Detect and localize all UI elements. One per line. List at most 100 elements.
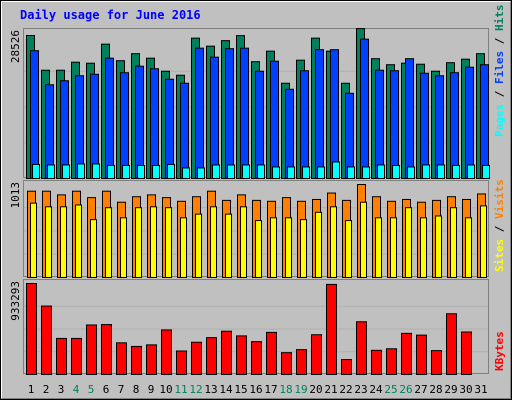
bar-pages-day-21 bbox=[332, 161, 340, 180]
bar-sites-day-31 bbox=[480, 205, 487, 278]
bar-sites-day-29 bbox=[450, 207, 457, 278]
bar-files-day-11 bbox=[180, 82, 189, 179]
bar-files-day-16 bbox=[255, 70, 264, 179]
x-tick-label-day-14: 14 bbox=[219, 383, 233, 396]
series-labels-2: Sites / Visits bbox=[493, 179, 506, 272]
bar-pages-day-27 bbox=[422, 164, 430, 180]
bar-files-day-3 bbox=[60, 80, 69, 179]
bar-files-day-25 bbox=[390, 70, 399, 179]
x-tick-label-day-7: 7 bbox=[118, 383, 125, 396]
bar-files-day-7 bbox=[120, 72, 129, 179]
label-files: Files bbox=[493, 51, 506, 84]
x-tick-label-day-19: 19 bbox=[294, 383, 307, 396]
x-tick-label-day-10: 10 bbox=[159, 383, 172, 396]
bar-pages-day-6 bbox=[107, 164, 115, 180]
bar-sites-day-7 bbox=[120, 217, 127, 278]
bar-files-day-10 bbox=[165, 78, 174, 179]
x-tick-label-day-9: 9 bbox=[148, 383, 155, 396]
bar-sites-day-30 bbox=[465, 217, 472, 278]
bar-kbytes-day-11 bbox=[176, 350, 187, 376]
bar-sites-day-19 bbox=[300, 219, 307, 278]
bar-files-day-23 bbox=[360, 38, 369, 179]
bar-sites-day-25 bbox=[390, 217, 397, 278]
bar-files-day-6 bbox=[105, 57, 114, 179]
bar-files-day-21 bbox=[330, 49, 339, 179]
bar-files-day-22 bbox=[345, 92, 354, 179]
bar-files-day-18 bbox=[285, 88, 294, 179]
bar-sites-day-13 bbox=[210, 206, 217, 279]
label-separator: / bbox=[493, 219, 506, 239]
bar-kbytes-day-30 bbox=[461, 331, 472, 375]
x-tick-label-day-18: 18 bbox=[279, 383, 292, 396]
bar-pages-day-23 bbox=[362, 166, 370, 180]
bar-files-day-9 bbox=[150, 68, 159, 179]
x-tick-label-day-11: 11 bbox=[174, 383, 187, 396]
bar-sites-day-20 bbox=[315, 211, 322, 278]
bar-pages-day-19 bbox=[302, 166, 310, 180]
x-tick-label-day-8: 8 bbox=[133, 383, 140, 396]
bar-sites-day-9 bbox=[150, 206, 157, 279]
bar-pages-day-14 bbox=[227, 164, 235, 180]
x-tick-label-day-1: 1 bbox=[28, 383, 35, 396]
bar-kbytes-day-25 bbox=[386, 348, 397, 375]
bar-pages-day-13 bbox=[212, 164, 220, 180]
x-tick-label-day-12: 12 bbox=[189, 383, 202, 396]
bar-sites-day-26 bbox=[405, 207, 412, 278]
bar-pages-day-30 bbox=[467, 164, 475, 180]
bar-kbytes-day-1 bbox=[26, 283, 37, 375]
bar-kbytes-day-24 bbox=[371, 349, 382, 376]
x-tick-label-day-3: 3 bbox=[58, 383, 65, 396]
bar-kbytes-day-19 bbox=[296, 349, 307, 375]
bar-sites-day-10 bbox=[165, 207, 172, 278]
bar-sites-day-4 bbox=[75, 204, 82, 278]
bar-pages-day-12 bbox=[197, 167, 205, 180]
bar-kbytes-day-23 bbox=[356, 321, 367, 375]
x-tick-label-day-29: 29 bbox=[444, 383, 457, 396]
bar-files-day-1 bbox=[30, 50, 39, 179]
bar-sites-day-12 bbox=[195, 213, 202, 278]
label-kbytes: KBytes bbox=[493, 331, 506, 371]
bar-sites-day-27 bbox=[420, 217, 427, 278]
bar-sites-day-22 bbox=[345, 220, 352, 278]
bar-files-day-17 bbox=[270, 60, 279, 179]
bar-sites-day-2 bbox=[45, 206, 52, 279]
bar-pages-day-5 bbox=[92, 163, 100, 180]
bar-files-day-8 bbox=[135, 65, 144, 179]
bar-sites-day-18 bbox=[285, 217, 292, 278]
x-tick-label-day-13: 13 bbox=[204, 383, 217, 396]
bar-pages-day-20 bbox=[317, 166, 325, 180]
label-visits: Visits bbox=[493, 179, 506, 219]
bar-kbytes-day-22 bbox=[341, 359, 352, 375]
bar-kbytes-day-21 bbox=[326, 283, 337, 375]
bar-kbytes-day-29 bbox=[446, 313, 457, 376]
bar-kbytes-day-18 bbox=[281, 352, 292, 376]
x-tick-label-day-17: 17 bbox=[264, 383, 277, 396]
x-tick-label-day-15: 15 bbox=[234, 383, 247, 396]
bar-pages-day-9 bbox=[152, 164, 160, 180]
bar-sites-day-28 bbox=[435, 215, 442, 279]
x-tick-label-day-16: 16 bbox=[249, 383, 262, 396]
bar-files-day-24 bbox=[375, 69, 384, 179]
bar-files-day-28 bbox=[435, 75, 444, 179]
bar-kbytes-day-26 bbox=[401, 332, 412, 375]
bar-pages-day-22 bbox=[347, 166, 355, 180]
bar-files-day-13 bbox=[210, 56, 219, 179]
bar-sites-day-21 bbox=[330, 206, 337, 279]
bar-files-day-2 bbox=[45, 84, 54, 179]
bar-pages-day-28 bbox=[437, 164, 445, 180]
series-labels-1: Pages / Files / Hits bbox=[493, 5, 506, 138]
bar-files-day-30 bbox=[465, 66, 474, 179]
bar-files-day-14 bbox=[225, 48, 234, 179]
bar-kbytes-day-12 bbox=[191, 341, 202, 375]
x-tick-label-day-31: 31 bbox=[474, 383, 487, 396]
x-tick-label-day-25: 25 bbox=[384, 383, 397, 396]
bar-kbytes-day-15 bbox=[236, 335, 247, 376]
label-pages: Pages bbox=[493, 104, 506, 137]
bar-pages-day-31 bbox=[482, 164, 490, 180]
bar-kbytes-day-8 bbox=[131, 345, 142, 376]
bar-sites-day-1 bbox=[30, 202, 37, 278]
bar-files-day-4 bbox=[75, 75, 84, 179]
bar-files-day-19 bbox=[300, 70, 309, 179]
series-labels-3: KBytes bbox=[493, 331, 506, 371]
